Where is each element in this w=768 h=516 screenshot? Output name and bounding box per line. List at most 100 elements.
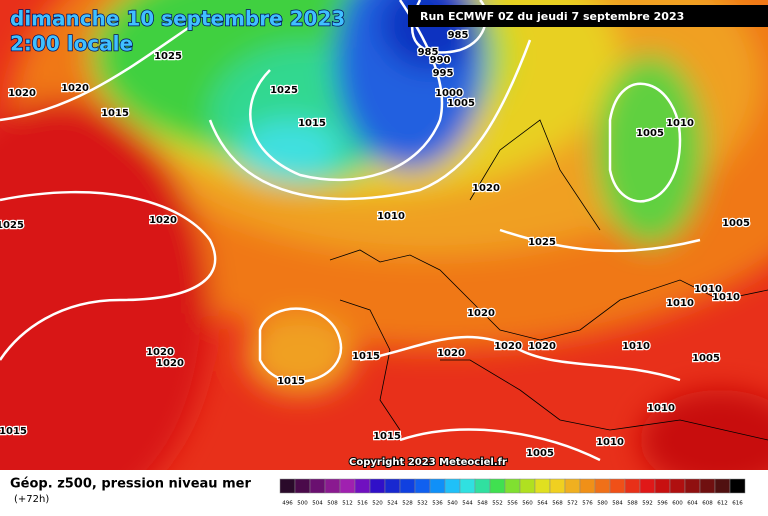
scale-swatch — [639, 478, 656, 494]
isobar-label: 985 — [448, 30, 469, 41]
isobar-label: 1025 — [154, 51, 182, 62]
scale-swatch — [294, 478, 311, 494]
isobar-label: 1020 — [61, 83, 89, 94]
isobar-line — [0, 0, 701, 462]
scale-swatch — [654, 478, 671, 494]
isobar-label: 1020 — [528, 341, 556, 352]
map-date: dimanche 10 septembre 2023 — [10, 7, 345, 31]
map-time: 2:00 locale — [10, 32, 133, 56]
scale-label: 580 — [597, 501, 608, 507]
legend-lead: (+72h) — [14, 494, 49, 505]
isobar-label: 1005 — [692, 353, 720, 364]
scale-label: 500 — [297, 501, 308, 507]
scale-swatch — [624, 478, 641, 494]
isobar-label: 985 — [418, 47, 439, 58]
scale-label: 608 — [702, 501, 713, 507]
isobar-label: 1010 — [712, 292, 740, 303]
isobar-label: 1015 — [352, 351, 380, 362]
scale-swatch — [609, 478, 626, 494]
isobar-label: 1005 — [636, 128, 664, 139]
isobar-label: 1020 — [472, 183, 500, 194]
scale-swatch — [339, 478, 356, 494]
isobar-label: 1020 — [149, 215, 177, 226]
isobar-label: 1010 — [377, 211, 405, 222]
scale-swatch — [564, 478, 581, 494]
scale-label: 532 — [417, 501, 428, 507]
scale-label: 520 — [372, 501, 383, 507]
run-box — [408, 5, 768, 27]
isobar-label: 1015 — [298, 118, 326, 129]
isobar-label: 1015 — [277, 376, 305, 387]
isobar-label: 1010 — [694, 284, 722, 295]
isobar-label: 1005 — [526, 448, 554, 459]
isobar-label: 1020 — [8, 88, 36, 99]
scale-label: 592 — [642, 501, 653, 507]
isobar-label: 1015 — [373, 431, 401, 442]
scale-swatch — [504, 478, 521, 494]
isobar-label: 1020 — [494, 341, 522, 352]
isobar-label: 1010 — [647, 403, 675, 414]
scale-label: 544 — [462, 501, 473, 507]
isobar-label: 1010 — [622, 341, 650, 352]
scale-label: 504 — [312, 501, 323, 507]
isobar-label: 1000 — [435, 88, 463, 99]
scale-label: 496 — [282, 501, 293, 507]
scale-swatch — [699, 478, 716, 494]
scale-label: 604 — [687, 501, 698, 507]
scale-swatch — [669, 478, 686, 494]
scale-label: 540 — [447, 501, 458, 507]
isobar-label: 1015 — [0, 426, 27, 437]
isobar-label: 1020 — [146, 347, 174, 358]
scale-label: 536 — [432, 501, 443, 507]
scale-label: 528 — [402, 501, 413, 507]
scale-label: 612 — [717, 501, 728, 507]
scale-swatch — [399, 478, 416, 494]
isobar-label: 1025 — [270, 85, 298, 96]
scale-swatch — [384, 478, 401, 494]
legend-title: Géop. z500, pression niveau mer — [10, 477, 251, 492]
scale-swatch — [579, 478, 596, 494]
scale-swatch — [414, 478, 431, 494]
isobar-label: 1010 — [596, 437, 624, 448]
scale-label: 524 — [387, 501, 398, 507]
scale-label: 616 — [732, 501, 743, 507]
isobar-label: 995 — [433, 68, 454, 79]
isobar-label: 1020 — [156, 358, 184, 369]
coastline — [329, 119, 768, 441]
scale-label: 600 — [672, 501, 683, 507]
run-label: Run ECMWF 0Z du jeudi 7 septembre 2023 — [420, 10, 684, 23]
scale-swatch — [519, 478, 536, 494]
isobar-label: 990 — [430, 55, 451, 66]
scale-label: 572 — [567, 501, 578, 507]
scale-swatch — [459, 478, 476, 494]
isobar-label: 1020 — [437, 348, 465, 359]
scale-label: 584 — [612, 501, 623, 507]
isobar-label: 1025 — [0, 220, 24, 231]
copyright: Copyright 2023 Meteociel.fr — [349, 457, 507, 468]
scale-swatch — [549, 478, 566, 494]
scale-label: 560 — [522, 501, 533, 507]
scale-label: 516 — [357, 501, 368, 507]
isobar-label: 1005 — [722, 218, 750, 229]
scale-swatch — [684, 478, 701, 494]
scale-label: 556 — [507, 501, 518, 507]
scale-label: 596 — [657, 501, 668, 507]
isobar-label: 1010 — [666, 298, 694, 309]
scale-swatch — [594, 478, 611, 494]
scale-swatch — [444, 478, 461, 494]
scale-swatch — [354, 478, 371, 494]
scale-label: 548 — [477, 501, 488, 507]
scale-label: 508 — [327, 501, 338, 507]
isobar-label: 1020 — [467, 308, 495, 319]
scale-swatch — [474, 478, 491, 494]
scale-swatch — [279, 478, 296, 494]
scale-label: 568 — [552, 501, 563, 507]
scale-swatch — [534, 478, 551, 494]
isobar-label: 1025 — [528, 237, 556, 248]
isobar-label: 1015 — [101, 108, 129, 119]
scale-label: 552 — [492, 501, 503, 507]
isobar-label: 1010 — [666, 118, 694, 129]
